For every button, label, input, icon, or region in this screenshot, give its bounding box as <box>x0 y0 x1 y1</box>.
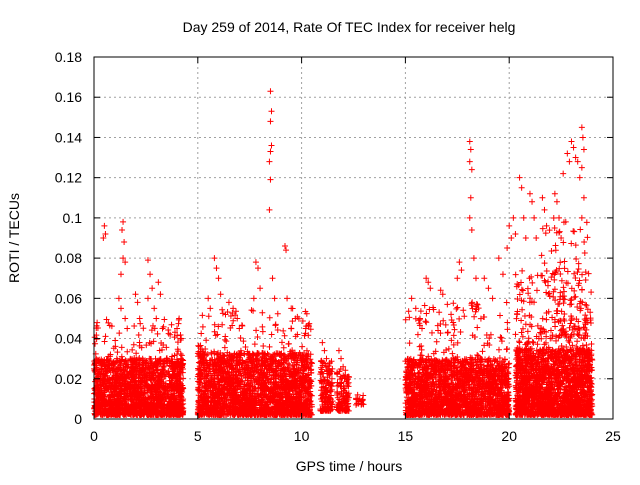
chart-title: Day 259 of 2014, Rate Of TEC Index for r… <box>183 19 516 35</box>
